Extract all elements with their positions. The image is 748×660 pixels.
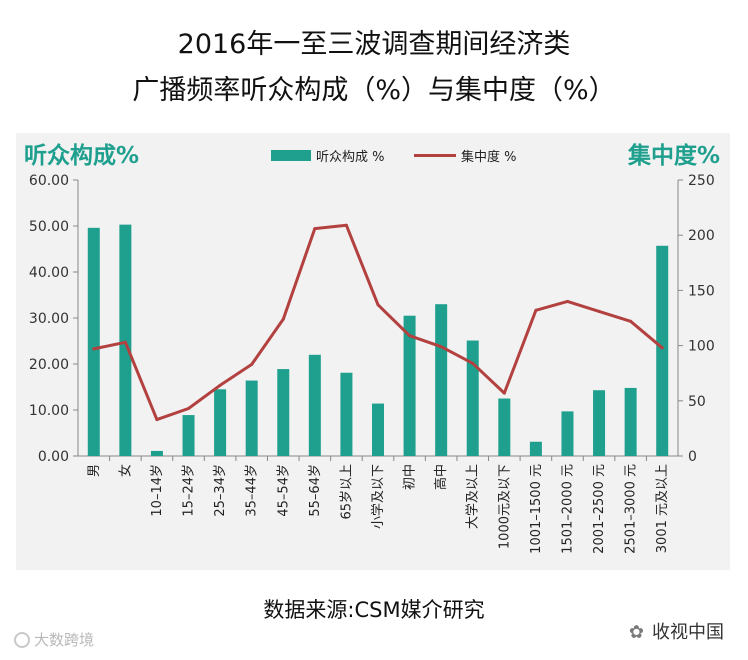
bar	[308, 354, 321, 456]
legend-bar-swatch	[271, 150, 311, 161]
left-tick-label: 50.00	[29, 219, 69, 235]
category-label: 小学及以下	[370, 464, 386, 529]
legend: 听众构成 % 集中度 %	[271, 149, 517, 165]
bar	[214, 389, 227, 456]
watermark-left-text: 大数跨境	[34, 631, 95, 649]
line-point	[376, 303, 380, 307]
bar	[150, 450, 163, 456]
legend-line-label: 集中度 %	[461, 149, 517, 165]
line-point	[597, 309, 601, 313]
left-tick-label: 40.00	[29, 265, 69, 281]
bar	[498, 398, 511, 456]
bar	[593, 390, 606, 456]
bar	[119, 224, 132, 456]
right-tick-label: 150	[688, 283, 715, 299]
watermark-right: ✿ 收视中国	[629, 618, 724, 644]
left-tick-label: 0.00	[38, 449, 69, 465]
line-point	[92, 347, 96, 351]
category-label: 2001–2500 元	[592, 464, 607, 554]
bar	[403, 315, 416, 456]
bar	[656, 245, 669, 456]
line-point	[187, 407, 191, 411]
category-label: 45–54岁	[276, 464, 291, 517]
right-tick-label: 100	[688, 339, 715, 355]
camera-ring-icon	[14, 632, 30, 648]
bar	[466, 340, 479, 456]
category-label: 25–34岁	[213, 464, 228, 517]
right-tick-label: 0	[688, 449, 697, 465]
bar	[277, 369, 290, 456]
left-tick-label: 20.00	[29, 357, 69, 373]
chart-panel: 听众构成% 集中度% 听众构成 % 集中度 % 0.00 10.00 20.00 30…	[16, 133, 730, 570]
source-note: 数据来源:CSM媒介研究	[263, 598, 485, 622]
category-label: 1501–2000 元	[560, 464, 575, 554]
watermark-right-text: 收视中国	[652, 622, 724, 643]
left-tick-label: 10.00	[29, 403, 69, 419]
line-point	[155, 418, 159, 422]
bar	[340, 372, 353, 456]
line-point	[660, 346, 664, 350]
category-label: 3001 元及以上	[655, 464, 670, 553]
line-point	[502, 391, 506, 395]
right-tick-label: 250	[688, 173, 715, 189]
category-label: 女	[117, 464, 133, 477]
category-label: 15–24岁	[182, 464, 197, 517]
line-point	[123, 340, 127, 344]
bar	[435, 304, 448, 456]
category-label: 10–14岁	[150, 464, 165, 517]
bar	[624, 387, 637, 456]
concentration-line	[92, 223, 664, 422]
bar	[372, 403, 384, 456]
bar	[561, 411, 574, 456]
left-axis-title: 听众构成%	[24, 142, 139, 169]
line-point	[565, 299, 569, 303]
line-point	[218, 383, 222, 387]
category-label: 35–44岁	[245, 464, 260, 517]
line-point	[534, 308, 538, 312]
left-tick-label: 30.00	[29, 311, 69, 327]
line-point	[344, 223, 348, 227]
legend-bar-label: 听众构成 %	[316, 150, 385, 165]
category-label: 高中	[433, 464, 449, 490]
line-point	[313, 227, 317, 231]
chart-title-line-1: 2016年一至三波调查期间经济类	[177, 29, 571, 60]
combo-chart: 听众构成% 集中度% 听众构成 % 集中度 % 0.00 10.00 20.00 30…	[24, 142, 720, 554]
category-label: 2501–3000 元	[624, 464, 639, 554]
watermark-left: 大数跨境	[14, 629, 94, 650]
line-point	[439, 345, 443, 349]
right-tick-label: 50	[688, 394, 706, 410]
wechat-icon: ✿	[628, 622, 644, 643]
line-point	[408, 334, 412, 338]
bar	[529, 441, 542, 456]
bar	[87, 227, 100, 456]
category-label: 1000元及以下	[497, 464, 512, 549]
category-label: 1001–1500 元	[529, 464, 544, 554]
category-label: 初中	[403, 464, 418, 490]
right-axis-title: 集中度%	[627, 142, 720, 169]
category-label: 大学及以上	[465, 464, 481, 529]
line-point	[250, 362, 254, 366]
left-tick-label: 60.00	[29, 173, 69, 189]
plot-area: 0.00 10.00 20.00 30.00 40.00 50.00 60.00 0 50 100…	[29, 173, 715, 554]
bar	[182, 415, 195, 456]
category-label: 55–64岁	[308, 464, 323, 517]
chart-title-line-2: 广播频率听众构成（%）与集中度（%）	[132, 75, 616, 106]
bar	[245, 380, 258, 456]
right-tick-label: 200	[688, 228, 715, 244]
line-point	[471, 361, 475, 365]
category-label: 男	[87, 464, 102, 477]
category-label: 65岁以上	[339, 464, 354, 520]
line-point	[281, 317, 285, 321]
line-point	[629, 319, 633, 323]
